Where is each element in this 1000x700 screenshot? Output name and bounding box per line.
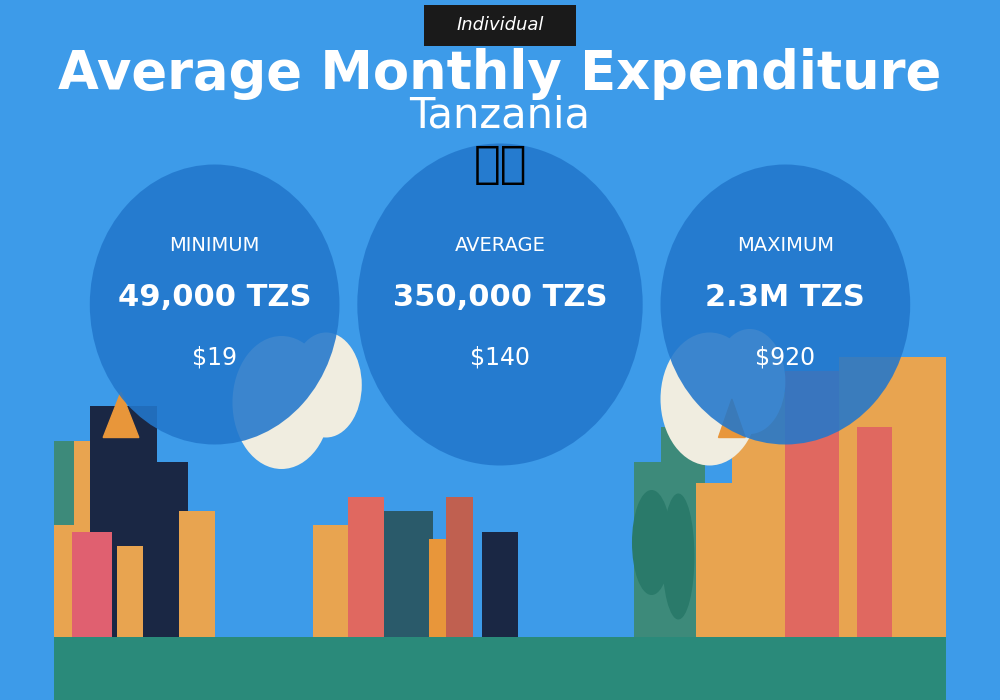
Text: 49,000 TZS: 49,000 TZS (118, 283, 311, 312)
Ellipse shape (90, 164, 339, 444)
Bar (482, 532, 518, 637)
Bar (785, 371, 857, 637)
Bar (429, 539, 464, 637)
Bar (54, 637, 946, 700)
Text: MAXIMUM: MAXIMUM (737, 235, 834, 255)
Bar (179, 511, 215, 637)
Bar (446, 497, 473, 637)
Polygon shape (103, 392, 139, 438)
Text: $19: $19 (192, 345, 237, 369)
Ellipse shape (232, 336, 331, 469)
Bar (839, 357, 946, 637)
FancyBboxPatch shape (424, 5, 576, 46)
Bar (857, 427, 892, 637)
Text: 🇹🇿: 🇹🇿 (473, 143, 527, 186)
Text: 350,000 TZS: 350,000 TZS (393, 283, 607, 312)
Ellipse shape (661, 332, 759, 466)
Ellipse shape (662, 494, 694, 620)
Ellipse shape (357, 144, 643, 466)
Bar (634, 462, 661, 637)
Text: 2.3M TZS: 2.3M TZS (705, 283, 865, 312)
Bar (348, 497, 384, 637)
Text: Tanzania: Tanzania (410, 94, 590, 136)
Ellipse shape (632, 490, 671, 595)
Text: AVERAGE: AVERAGE (455, 235, 545, 255)
Polygon shape (718, 399, 745, 438)
Bar (54, 441, 74, 525)
Ellipse shape (661, 164, 910, 444)
Bar (661, 427, 705, 637)
Ellipse shape (714, 329, 785, 434)
Bar (696, 483, 732, 637)
Bar (90, 406, 157, 637)
Text: MINIMUM: MINIMUM (169, 235, 260, 255)
Ellipse shape (290, 332, 362, 438)
Bar (117, 546, 152, 637)
Bar (732, 392, 785, 637)
Bar (313, 525, 348, 637)
Bar (384, 511, 433, 637)
Text: Average Monthly Expenditure: Average Monthly Expenditure (58, 48, 942, 99)
Text: $920: $920 (755, 345, 815, 369)
Text: Individual: Individual (456, 16, 544, 34)
Text: $140: $140 (470, 345, 530, 369)
Bar (143, 462, 188, 637)
Bar (54, 441, 103, 637)
Bar (72, 532, 112, 637)
